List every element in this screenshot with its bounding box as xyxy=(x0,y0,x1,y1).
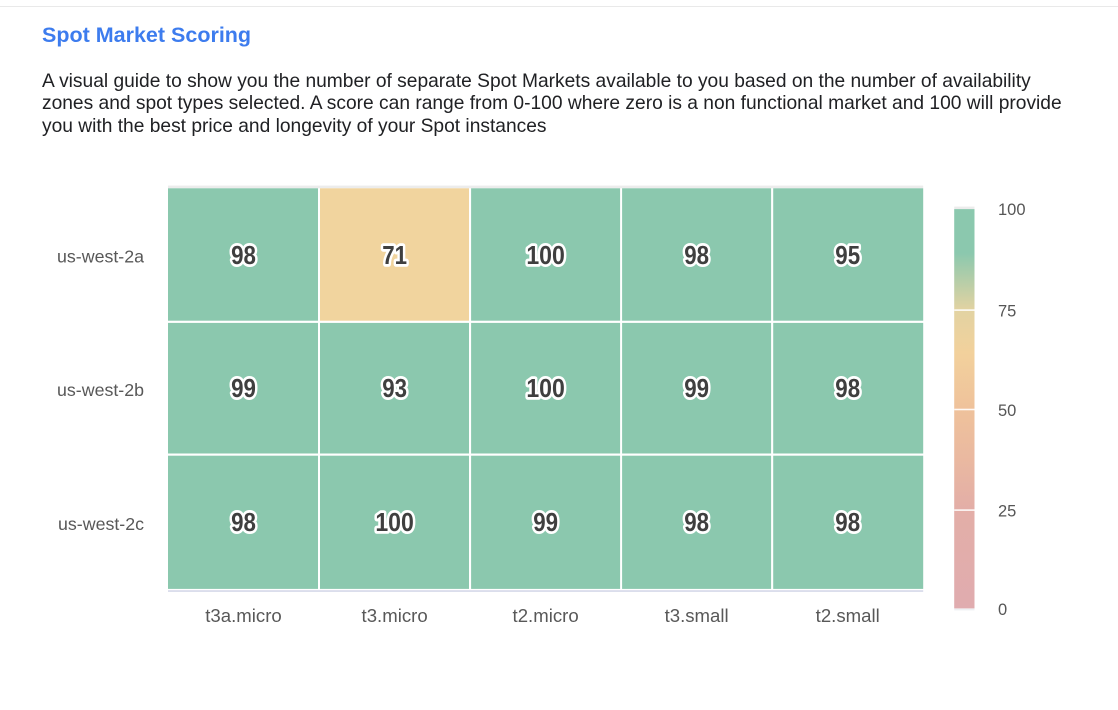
svg-text:99: 99 xyxy=(533,509,558,537)
svg-text:100: 100 xyxy=(375,509,414,537)
svg-text:99: 99 xyxy=(231,375,256,403)
svg-text:t3.small: t3.small xyxy=(665,605,729,626)
svg-text:75: 75 xyxy=(998,302,1016,320)
svg-text:25: 25 xyxy=(998,503,1016,521)
svg-text:0: 0 xyxy=(998,601,1007,619)
svg-text:98: 98 xyxy=(684,509,709,537)
svg-text:100: 100 xyxy=(526,375,565,403)
svg-text:t2.small: t2.small xyxy=(816,605,880,626)
svg-text:98: 98 xyxy=(231,242,256,270)
svg-text:100: 100 xyxy=(998,201,1026,219)
svg-text:t3a.micro: t3a.micro xyxy=(205,605,281,626)
svg-text:50: 50 xyxy=(998,402,1016,420)
svg-text:us-west-2b: us-west-2b xyxy=(57,380,144,400)
svg-text:t3.micro: t3.micro xyxy=(362,605,428,626)
svg-text:98: 98 xyxy=(835,375,860,403)
svg-text:93: 93 xyxy=(382,375,407,403)
svg-text:71: 71 xyxy=(382,242,407,270)
svg-text:us-west-2c: us-west-2c xyxy=(58,514,144,534)
svg-text:98: 98 xyxy=(835,509,860,537)
svg-text:95: 95 xyxy=(835,242,860,270)
svg-text:t2.micro: t2.micro xyxy=(513,605,579,626)
svg-text:us-west-2a: us-west-2a xyxy=(57,247,144,267)
svg-text:98: 98 xyxy=(684,242,709,270)
svg-text:100: 100 xyxy=(526,242,565,270)
svg-text:98: 98 xyxy=(231,509,256,537)
svg-text:99: 99 xyxy=(684,375,709,403)
